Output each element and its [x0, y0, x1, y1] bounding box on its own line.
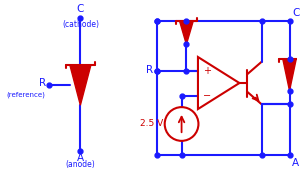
Text: A: A [292, 158, 299, 168]
Text: (cathode): (cathode) [62, 20, 99, 29]
Text: R: R [146, 64, 154, 74]
Text: R: R [39, 78, 46, 88]
Text: (reference): (reference) [7, 92, 46, 98]
Text: +: + [203, 66, 211, 76]
Polygon shape [283, 59, 296, 91]
Text: 2.5 V: 2.5 V [140, 120, 163, 128]
Polygon shape [70, 65, 91, 105]
Text: C: C [292, 8, 300, 18]
Text: −: − [203, 91, 211, 101]
Text: (anode): (anode) [65, 160, 95, 169]
Text: C: C [77, 4, 84, 14]
Text: A: A [77, 153, 84, 163]
Polygon shape [180, 21, 193, 45]
